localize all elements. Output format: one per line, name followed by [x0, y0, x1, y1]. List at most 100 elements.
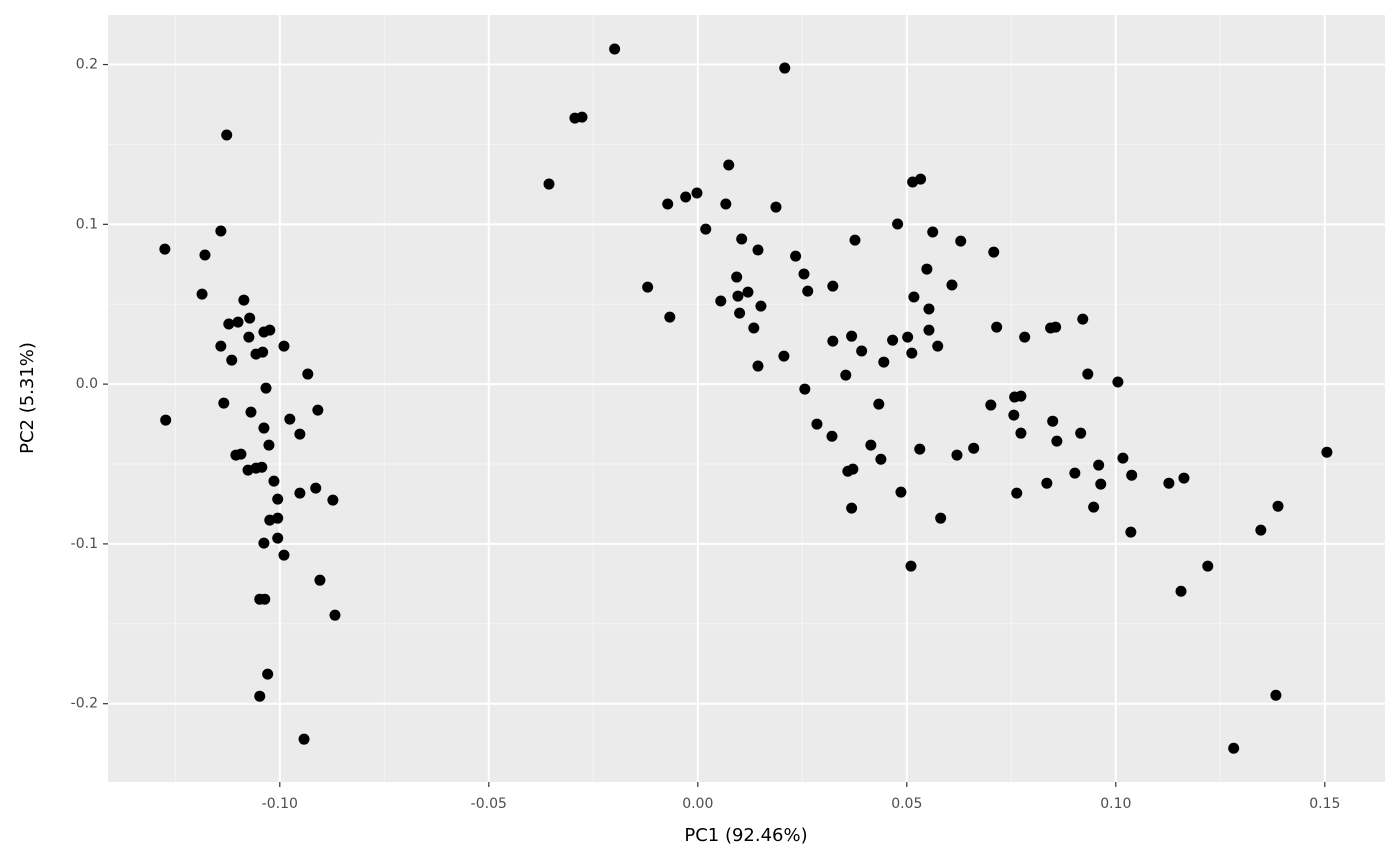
- point: [244, 312, 256, 324]
- point: [215, 340, 227, 352]
- point: [988, 246, 1000, 258]
- minor-grid: [108, 15, 1385, 782]
- point: [1117, 452, 1129, 464]
- point: [842, 465, 854, 477]
- point: [752, 360, 764, 372]
- point: [1175, 585, 1187, 597]
- point: [232, 316, 244, 328]
- point: [906, 347, 918, 359]
- point: [263, 439, 275, 451]
- point: [915, 173, 927, 185]
- point: [160, 414, 172, 426]
- point: [946, 279, 958, 291]
- point: [254, 690, 266, 702]
- point: [609, 43, 621, 55]
- point: [314, 574, 326, 586]
- point: [732, 290, 744, 302]
- point: [927, 226, 939, 238]
- point: [302, 368, 314, 380]
- point: [779, 62, 791, 74]
- point: [278, 549, 290, 561]
- point: [755, 300, 767, 312]
- point: [846, 502, 858, 514]
- point: [827, 335, 839, 347]
- point: [662, 198, 674, 210]
- y-tick-label: -0.1: [71, 536, 98, 552]
- point: [748, 322, 760, 334]
- y-tick-label: 0.2: [76, 57, 98, 73]
- point: [1041, 477, 1053, 489]
- point: [294, 487, 306, 499]
- point: [1095, 478, 1107, 490]
- point: [770, 201, 782, 213]
- point: [238, 294, 250, 306]
- point: [642, 281, 654, 293]
- point: [720, 198, 732, 210]
- point: [955, 235, 967, 247]
- point: [802, 285, 814, 297]
- point: [1082, 368, 1094, 380]
- point: [991, 321, 1003, 333]
- point: [1088, 501, 1100, 513]
- point: [846, 330, 858, 342]
- point: [923, 303, 935, 315]
- point: [798, 268, 810, 280]
- point: [734, 307, 746, 319]
- point: [235, 448, 247, 460]
- point: [921, 263, 933, 275]
- point: [218, 397, 230, 409]
- point: [752, 244, 764, 256]
- points: [159, 43, 1333, 754]
- point: [264, 324, 276, 336]
- point: [1075, 427, 1087, 439]
- point: [264, 514, 276, 526]
- major-grid: [108, 15, 1385, 782]
- point: [840, 369, 852, 381]
- x-tick-label: 0.10: [1100, 796, 1131, 812]
- point: [1125, 526, 1137, 538]
- point: [1270, 689, 1282, 701]
- point: [873, 398, 885, 410]
- point: [923, 324, 935, 336]
- point: [258, 537, 270, 549]
- point: [736, 233, 748, 245]
- point: [1202, 560, 1214, 572]
- axes: -0.10 -0.05 0.00 0.05 0.10 0.15 -0.2 -0.1 0.0 0.1…: [71, 57, 1341, 812]
- point: [1126, 469, 1138, 481]
- point: [1321, 446, 1333, 458]
- point: [826, 430, 838, 442]
- point: [680, 191, 692, 203]
- y-axis-title: PC2 (5.31%): [17, 342, 38, 454]
- point: [908, 291, 920, 303]
- point: [262, 668, 274, 680]
- point: [1255, 524, 1267, 536]
- point: [790, 250, 802, 262]
- point: [196, 288, 208, 300]
- point: [223, 318, 235, 330]
- x-tick-label: 0.15: [1309, 796, 1340, 812]
- point: [259, 593, 271, 605]
- point: [226, 354, 238, 366]
- point: [329, 609, 341, 621]
- panel-background: [108, 15, 1385, 782]
- point: [272, 532, 284, 544]
- point: [199, 249, 211, 261]
- point: [272, 493, 284, 505]
- point: [243, 331, 255, 343]
- y-tick-label: 0.0: [76, 376, 98, 392]
- point: [256, 461, 268, 473]
- point: [887, 334, 899, 346]
- point: [778, 350, 790, 362]
- x-tick-label: 0.05: [891, 796, 922, 812]
- point: [849, 234, 861, 246]
- point: [310, 482, 322, 494]
- y-tick-label: -0.2: [71, 696, 98, 712]
- point: [278, 340, 290, 352]
- point: [968, 442, 980, 454]
- point: [932, 340, 944, 352]
- point: [1050, 321, 1062, 333]
- point: [935, 512, 947, 524]
- point: [1112, 376, 1124, 388]
- point: [895, 486, 907, 498]
- point: [985, 399, 997, 411]
